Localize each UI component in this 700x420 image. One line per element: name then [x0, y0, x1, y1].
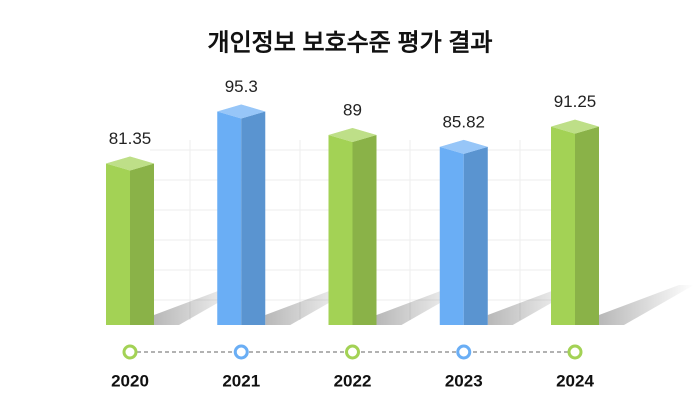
- bar-side-shade: [575, 126, 599, 326]
- x-tick-label: 2024: [556, 371, 594, 390]
- value-label: 89: [343, 100, 362, 119]
- value-label: 81.35: [109, 129, 152, 148]
- x-tick-label: 2022: [334, 371, 372, 390]
- bar-front: [106, 163, 130, 325]
- value-label: 91.25: [554, 92, 597, 111]
- bar-top: [217, 104, 266, 119]
- bar-top-light: [217, 104, 266, 119]
- bar-side: [463, 146, 488, 325]
- bar-side-shade: [352, 134, 377, 325]
- bar-shadow: [599, 285, 694, 325]
- bar-side: [241, 111, 266, 325]
- bar-side: [352, 134, 377, 325]
- bar-side: [130, 163, 154, 325]
- timeline-dot: [567, 344, 583, 360]
- chart-title: 개인정보 보호수준 평가 결과: [208, 29, 493, 56]
- value-label: 85.82: [442, 112, 485, 131]
- bar-side-shade: [241, 111, 266, 325]
- bar-top: [551, 119, 599, 134]
- x-tick-label: 2020: [111, 371, 149, 390]
- bar-top-light: [551, 119, 599, 134]
- x-tick-label: 2023: [445, 371, 483, 390]
- timeline-dot: [233, 344, 249, 360]
- timeline-dot: [456, 344, 472, 360]
- timeline-dot: [122, 344, 138, 360]
- bar-top-light: [106, 156, 154, 171]
- bar-top: [106, 156, 154, 171]
- bar-front: [439, 146, 464, 325]
- bar-side-shade: [463, 146, 488, 325]
- timeline-dot: [345, 344, 360, 360]
- bar-top: [439, 139, 488, 154]
- bar-side-shade: [130, 163, 154, 325]
- bar-side: [575, 126, 599, 326]
- bar-front: [551, 126, 575, 326]
- bar-top: [328, 127, 377, 142]
- value-label: 95.3: [225, 77, 258, 96]
- bar-top-light: [439, 139, 488, 154]
- x-tick-label: 2021: [222, 371, 260, 390]
- bar-front: [217, 111, 242, 325]
- bar-top-light: [328, 127, 377, 142]
- bar-front: [328, 134, 353, 325]
